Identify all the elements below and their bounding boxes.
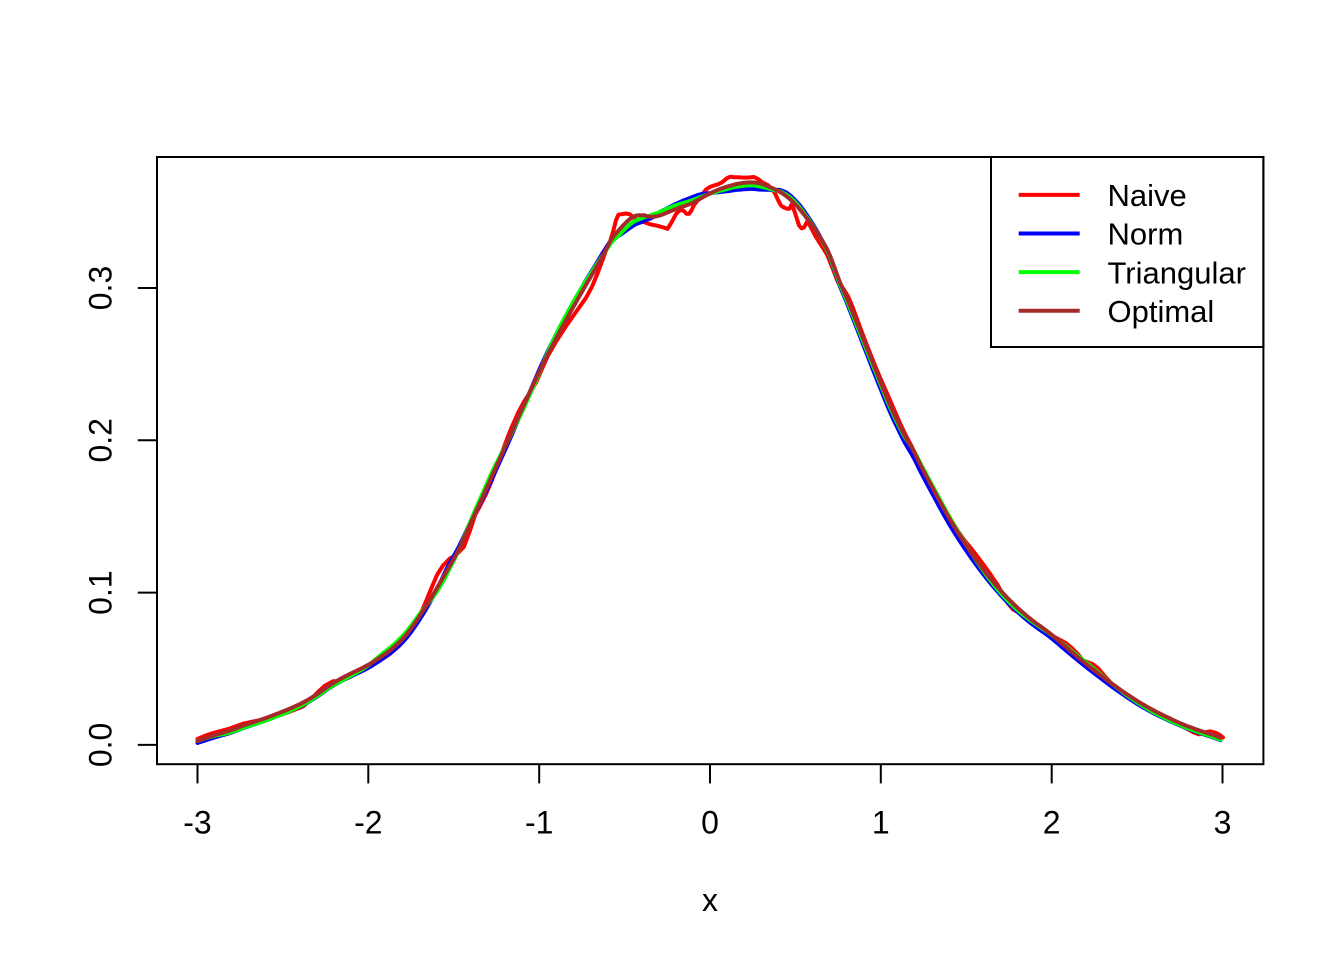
svg-text:Optimal: Optimal [1108,294,1215,329]
svg-text:0.3: 0.3 [83,266,119,310]
svg-text:2: 2 [1043,805,1061,841]
svg-text:0.0: 0.0 [83,723,119,767]
svg-text:x: x [702,882,718,918]
svg-text:0.1: 0.1 [83,570,119,614]
svg-text:Naive: Naive [1108,178,1187,213]
svg-text:1: 1 [872,805,890,841]
svg-text:-3: -3 [183,805,211,841]
svg-text:Triangular: Triangular [1108,255,1246,290]
svg-text:3: 3 [1214,805,1232,841]
svg-text:Norm: Norm [1108,217,1184,252]
svg-text:-2: -2 [354,805,382,841]
svg-text:0: 0 [701,805,719,841]
svg-text:0.2: 0.2 [83,418,119,462]
svg-text:-1: -1 [525,805,553,841]
